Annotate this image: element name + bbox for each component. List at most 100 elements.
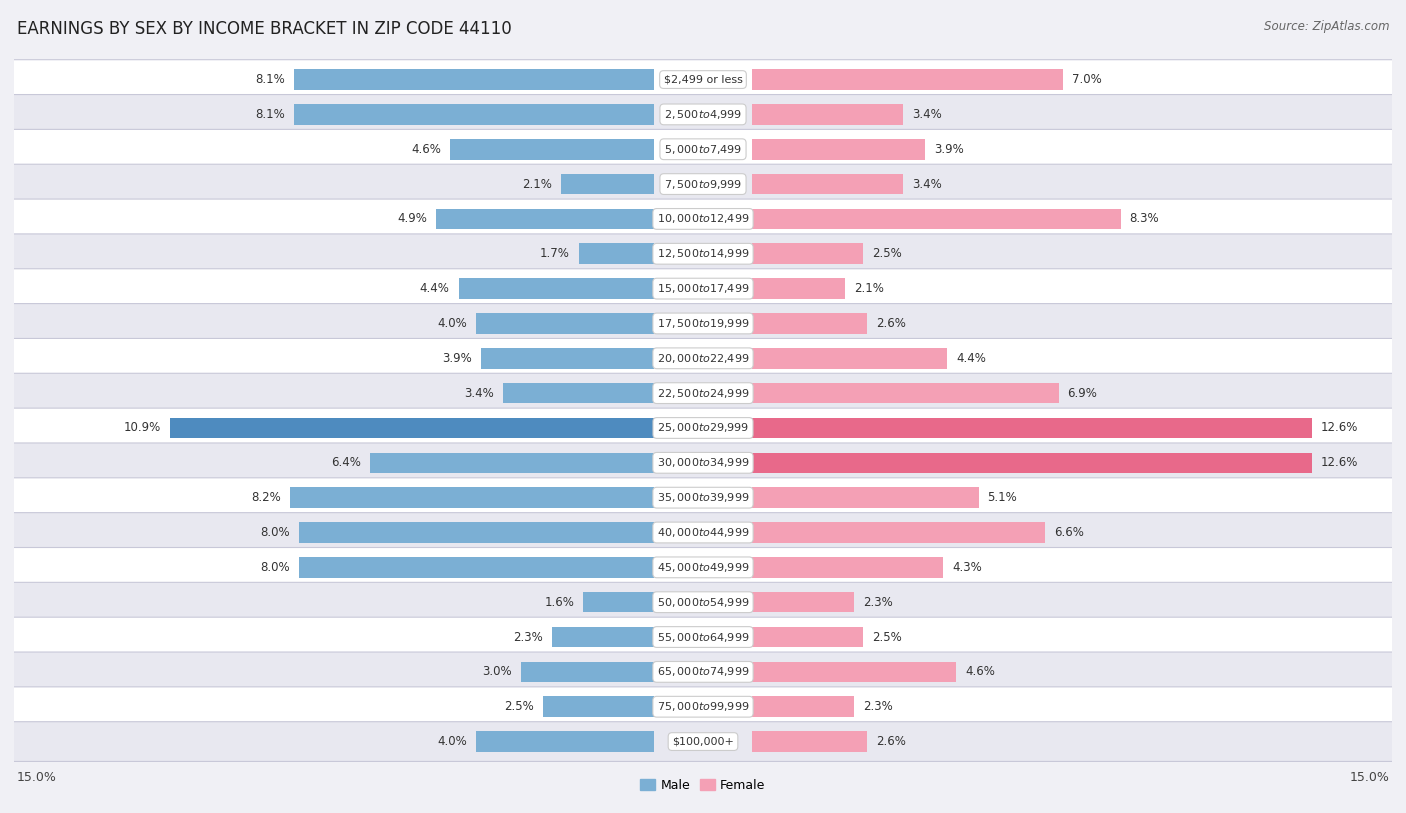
Bar <box>561 174 654 194</box>
Text: 10.9%: 10.9% <box>124 421 160 434</box>
Bar <box>294 69 654 90</box>
FancyBboxPatch shape <box>7 94 1399 134</box>
Text: 3.9%: 3.9% <box>934 143 965 156</box>
FancyBboxPatch shape <box>7 199 1399 239</box>
Bar <box>752 313 868 334</box>
Text: 4.4%: 4.4% <box>956 352 986 365</box>
Bar <box>752 174 903 194</box>
Bar <box>481 348 654 368</box>
Bar <box>752 557 943 578</box>
FancyBboxPatch shape <box>7 338 1399 378</box>
Text: 5.1%: 5.1% <box>987 491 1017 504</box>
FancyBboxPatch shape <box>7 164 1399 204</box>
FancyBboxPatch shape <box>7 513 1399 552</box>
Text: 4.0%: 4.0% <box>437 735 467 748</box>
Text: $35,000 to $39,999: $35,000 to $39,999 <box>657 491 749 504</box>
Text: 3.0%: 3.0% <box>482 665 512 678</box>
Bar <box>752 627 863 647</box>
Bar <box>752 243 863 264</box>
Text: 8.0%: 8.0% <box>260 561 290 574</box>
Text: $22,500 to $24,999: $22,500 to $24,999 <box>657 387 749 400</box>
FancyBboxPatch shape <box>7 373 1399 413</box>
Text: 3.9%: 3.9% <box>441 352 472 365</box>
Text: $12,500 to $14,999: $12,500 to $14,999 <box>657 247 749 260</box>
Text: 12.6%: 12.6% <box>1320 421 1358 434</box>
Text: 4.9%: 4.9% <box>398 212 427 225</box>
Bar <box>298 522 654 543</box>
Text: $5,000 to $7,499: $5,000 to $7,499 <box>664 143 742 156</box>
FancyBboxPatch shape <box>7 652 1399 692</box>
Bar <box>752 104 903 124</box>
Bar <box>752 522 1045 543</box>
Bar <box>752 209 1121 229</box>
Text: 2.6%: 2.6% <box>876 317 907 330</box>
Text: 2.3%: 2.3% <box>863 596 893 609</box>
FancyBboxPatch shape <box>7 478 1399 518</box>
FancyBboxPatch shape <box>7 234 1399 274</box>
Text: $40,000 to $44,999: $40,000 to $44,999 <box>657 526 749 539</box>
Bar <box>170 418 654 438</box>
Bar <box>752 69 1063 90</box>
Bar <box>370 453 654 473</box>
Bar <box>294 104 654 124</box>
Text: 4.4%: 4.4% <box>420 282 450 295</box>
FancyBboxPatch shape <box>7 129 1399 169</box>
Text: 8.0%: 8.0% <box>260 526 290 539</box>
FancyBboxPatch shape <box>7 722 1399 762</box>
Text: 4.6%: 4.6% <box>966 665 995 678</box>
Bar <box>752 418 1312 438</box>
Text: $7,500 to $9,999: $7,500 to $9,999 <box>664 177 742 190</box>
Bar <box>503 383 654 403</box>
Text: 8.1%: 8.1% <box>256 108 285 121</box>
Text: 8.3%: 8.3% <box>1129 212 1160 225</box>
Text: 1.6%: 1.6% <box>544 596 574 609</box>
Text: 3.4%: 3.4% <box>464 387 494 400</box>
FancyBboxPatch shape <box>7 408 1399 448</box>
Bar <box>520 662 654 682</box>
Text: $75,000 to $99,999: $75,000 to $99,999 <box>657 700 749 713</box>
Bar <box>436 209 654 229</box>
Bar <box>752 453 1312 473</box>
Text: Source: ZipAtlas.com: Source: ZipAtlas.com <box>1264 20 1389 33</box>
Text: $2,499 or less: $2,499 or less <box>664 75 742 85</box>
Text: $30,000 to $34,999: $30,000 to $34,999 <box>657 456 749 469</box>
Text: 2.5%: 2.5% <box>872 247 901 260</box>
Bar <box>752 348 948 368</box>
Text: 6.9%: 6.9% <box>1067 387 1097 400</box>
Text: 8.2%: 8.2% <box>252 491 281 504</box>
Text: 6.6%: 6.6% <box>1054 526 1084 539</box>
Text: $55,000 to $64,999: $55,000 to $64,999 <box>657 631 749 644</box>
Text: 2.1%: 2.1% <box>522 177 553 190</box>
Text: 4.3%: 4.3% <box>952 561 981 574</box>
Text: EARNINGS BY SEX BY INCOME BRACKET IN ZIP CODE 44110: EARNINGS BY SEX BY INCOME BRACKET IN ZIP… <box>17 20 512 38</box>
Bar <box>752 383 1059 403</box>
Text: $100,000+: $100,000+ <box>672 737 734 746</box>
Text: 7.0%: 7.0% <box>1071 73 1102 86</box>
Text: $65,000 to $74,999: $65,000 to $74,999 <box>657 665 749 678</box>
Bar <box>752 662 956 682</box>
Bar <box>752 731 868 752</box>
Text: 2.5%: 2.5% <box>872 631 901 644</box>
Text: $50,000 to $54,999: $50,000 to $54,999 <box>657 596 749 609</box>
Text: 2.3%: 2.3% <box>863 700 893 713</box>
Bar <box>477 313 654 334</box>
Text: 2.3%: 2.3% <box>513 631 543 644</box>
Text: $10,000 to $12,499: $10,000 to $12,499 <box>657 212 749 225</box>
Text: 12.6%: 12.6% <box>1320 456 1358 469</box>
Bar <box>578 243 654 264</box>
Bar <box>290 487 654 508</box>
FancyBboxPatch shape <box>7 269 1399 308</box>
FancyBboxPatch shape <box>7 547 1399 587</box>
Text: 2.6%: 2.6% <box>876 735 907 748</box>
Legend: Male, Female: Male, Female <box>636 774 770 797</box>
Bar <box>752 697 853 717</box>
FancyBboxPatch shape <box>7 59 1399 99</box>
Text: 3.4%: 3.4% <box>912 108 942 121</box>
Text: 4.6%: 4.6% <box>411 143 440 156</box>
Text: 8.1%: 8.1% <box>256 73 285 86</box>
Bar <box>752 278 845 299</box>
Bar <box>298 557 654 578</box>
Bar <box>543 697 654 717</box>
Text: $2,500 to $4,999: $2,500 to $4,999 <box>664 108 742 121</box>
Text: $25,000 to $29,999: $25,000 to $29,999 <box>657 421 749 434</box>
